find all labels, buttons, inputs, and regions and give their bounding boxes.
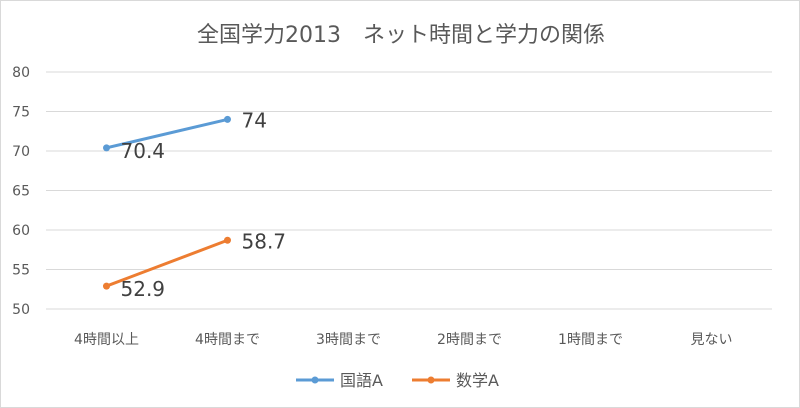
- x-tick-label: 4時間以上: [74, 332, 139, 348]
- series-line: [105, 238, 229, 288]
- data-point: [224, 236, 231, 244]
- data-label: 70.4: [121, 139, 166, 163]
- y-tick-label: 55: [12, 263, 30, 279]
- legend-marker: [427, 376, 435, 384]
- y-tick-label: 50: [12, 302, 30, 318]
- x-tick-label: 4時間まで: [195, 332, 260, 348]
- series-line: [105, 117, 229, 150]
- y-tick-label: 70: [12, 144, 30, 160]
- y-tick-label: 60: [12, 223, 30, 239]
- legend-marker: [311, 376, 319, 384]
- data-label: 74: [242, 108, 267, 132]
- legend-label: 数学A: [456, 371, 499, 390]
- y-tick-label: 80: [12, 65, 30, 81]
- chart-title: 全国学力2013 ネット時間と学力の関係: [197, 23, 605, 48]
- x-tick-label: 1時間まで: [558, 332, 623, 348]
- x-tick-label: 見ない: [691, 332, 733, 348]
- y-tick-label: 75: [12, 105, 30, 121]
- y-tick-label: 65: [12, 184, 30, 200]
- x-tick-label: 2時間まで: [437, 332, 502, 348]
- data-point: [224, 115, 231, 123]
- data-label: 52.9: [121, 277, 166, 301]
- data-point: [103, 144, 110, 152]
- legend-label: 国語A: [340, 371, 383, 390]
- x-tick-label: 3時間まで: [316, 332, 381, 348]
- data-label: 58.7: [242, 229, 287, 253]
- data-point: [103, 282, 110, 290]
